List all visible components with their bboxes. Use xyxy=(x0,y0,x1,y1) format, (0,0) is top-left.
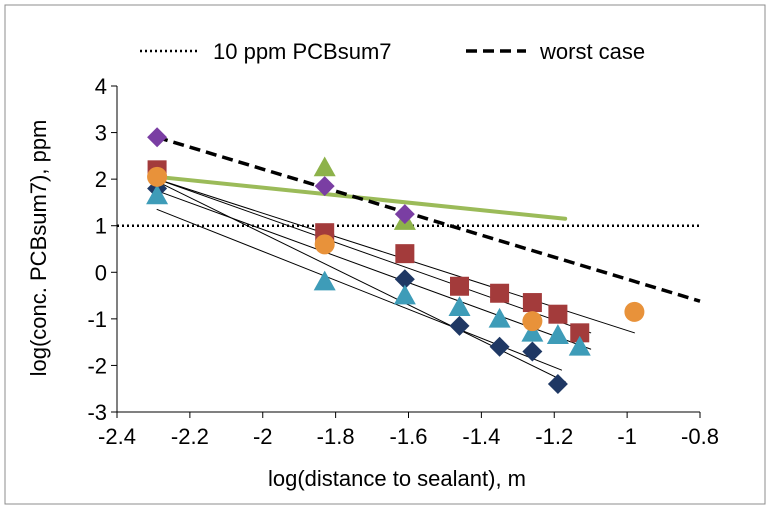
data-point-diamond-s5 xyxy=(147,127,168,148)
data-point-triangle-s2 xyxy=(313,270,336,291)
axes xyxy=(111,85,701,418)
data-point-diamond-s0 xyxy=(489,336,510,357)
y-tick-label: 4 xyxy=(95,74,107,99)
legend-label-10ppm: 10 ppm PCBsum7 xyxy=(213,39,392,64)
y-tick-label: 2 xyxy=(95,167,107,192)
data-point-square-s1 xyxy=(570,323,590,343)
data-point-triangle-s2 xyxy=(146,184,169,205)
data-point-square-s1 xyxy=(395,244,415,264)
data-point-diamond-s0 xyxy=(547,374,568,395)
data-point-triangle-s2 xyxy=(521,321,544,342)
data-point-diamond-s0 xyxy=(449,315,470,336)
x-tick-label: -1 xyxy=(617,424,637,449)
data-point-square-s1 xyxy=(522,293,542,313)
data-point-triangle-s2 xyxy=(488,307,511,328)
y-tick-label: 3 xyxy=(95,121,107,146)
x-tick-label: -2 xyxy=(253,424,273,449)
data-point-square-s1 xyxy=(490,283,510,303)
legend-label-worst-case: worst case xyxy=(539,39,645,64)
x-tick-label: -1.4 xyxy=(462,424,500,449)
y-tick-label: -3 xyxy=(87,400,107,425)
x-tick-label: -1.8 xyxy=(317,424,355,449)
data-point-diamond-s0 xyxy=(522,341,543,362)
tick-labels: -3 -2 -1 0 1 2 3 4 -2.4 -2.2 -2 -1.8 -1.6 -1.4 -1.2 -1 -… xyxy=(87,74,719,449)
data-point-square-s1 xyxy=(548,304,568,324)
y-tick-label: -2 xyxy=(87,353,107,378)
data-point-triangle-s4 xyxy=(313,156,336,177)
data-point-triangle-s2 xyxy=(448,296,471,317)
x-tick-label: -2.4 xyxy=(98,424,136,449)
data-point-diamond-s5 xyxy=(394,204,415,225)
trendline-1 xyxy=(156,178,592,334)
reference-line-worst-case xyxy=(156,135,701,303)
data-point-circle-s3 xyxy=(624,301,645,322)
data-point-circle-s3 xyxy=(314,234,335,255)
legend: 10 ppm PCBsum7 worst case xyxy=(140,39,645,64)
data-point-triangle-s2 xyxy=(568,335,591,356)
trendline-2 xyxy=(156,190,592,350)
y-tick-label: 1 xyxy=(95,214,107,239)
x-axis-title: log(distance to sealant), m xyxy=(268,466,526,491)
y-tick-label: 0 xyxy=(95,260,107,285)
data-point-diamond-s0 xyxy=(394,269,415,290)
x-tick-label: -1.2 xyxy=(535,424,573,449)
chart-frame xyxy=(4,4,766,505)
data-point-diamond-s5 xyxy=(314,176,335,197)
x-tick-label: -0.8 xyxy=(681,424,719,449)
y-tick-label: -1 xyxy=(87,307,107,332)
data-point-circle-s3 xyxy=(147,166,168,187)
x-tick-label: -2.2 xyxy=(171,424,209,449)
data-point-triangle-s2 xyxy=(546,324,569,344)
data-point-triangle-s2 xyxy=(393,284,416,305)
data-point-square-s1 xyxy=(450,276,470,296)
data-points xyxy=(146,127,645,395)
x-tick-label: -1.6 xyxy=(390,424,428,449)
data-point-circle-s3 xyxy=(522,311,543,332)
y-axis-title: log(conc. PCBsum7), ppm xyxy=(26,120,51,377)
